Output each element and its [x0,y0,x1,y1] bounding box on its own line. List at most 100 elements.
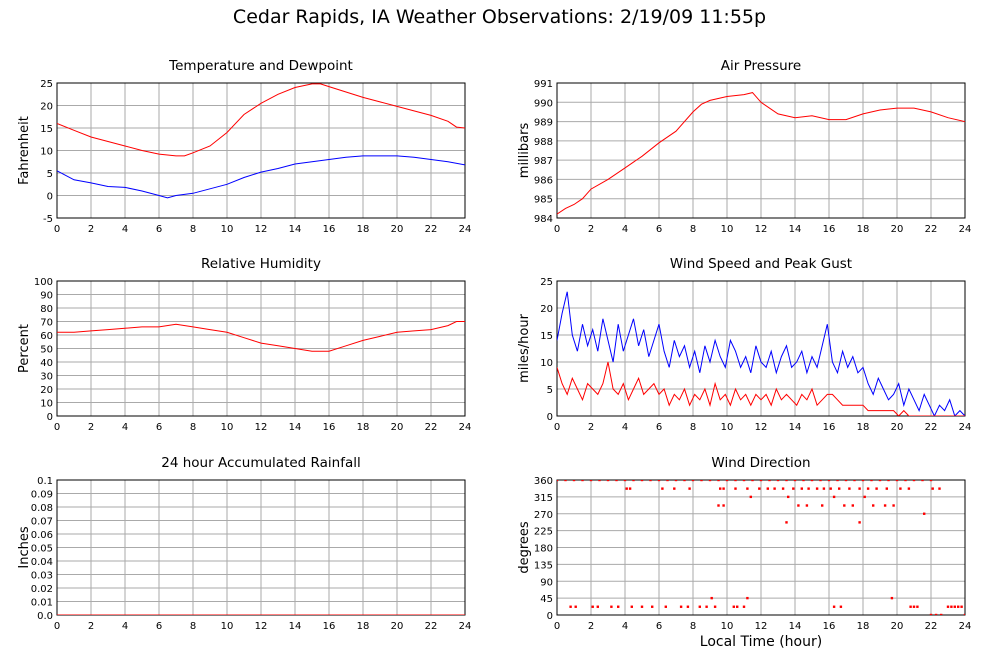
x-tick-label: 12 [255,621,268,632]
plot-frame [556,280,966,417]
x-tick-label: 24 [959,621,972,632]
x-tick-label: 20 [891,422,904,433]
x-tick-label: 6 [656,422,662,433]
y-tick-label: 135 [534,560,553,571]
data-point [875,487,878,490]
y-tick-label: 0.05 [31,544,53,555]
x-tick-label: 24 [959,224,972,235]
data-point [872,504,875,507]
data-point [912,480,916,482]
data-point [557,480,559,482]
y-tick-label: 90 [40,291,53,302]
y-tick-label: 20 [40,385,53,396]
data-point [907,487,911,490]
data-point [870,480,873,482]
data-point [963,613,965,615]
data-point [807,487,810,490]
plot-frame [56,280,466,417]
x-tick-label: 16 [323,422,336,433]
data-point [940,613,943,615]
data-point [929,613,933,615]
x-tick-label: 0 [54,422,60,433]
data-point [909,605,912,608]
data-point [810,480,814,482]
series-line-0 [57,83,465,157]
data-point [710,596,713,600]
series-line-0 [557,291,965,416]
x-tick-label: 6 [156,621,162,632]
data-point [596,605,599,608]
x-tick-label: 22 [425,224,438,235]
data-point [953,605,956,608]
data-point [843,504,846,507]
x-tick-label: 22 [425,422,438,433]
y-axis-label: Fahrenheit [17,116,32,185]
data-point [883,504,887,507]
x-tick-label: 22 [425,621,438,632]
x-tick-label: 6 [156,422,162,433]
x-tick-label: 4 [122,422,128,433]
data-point [632,480,635,482]
series-line-0 [557,92,965,215]
x-tick-label: 12 [755,621,768,632]
y-tick-label: 100 [34,277,53,288]
x-tick-label: 0 [54,224,60,235]
data-point [887,480,890,482]
data-point [651,605,654,608]
y-tick-label: 990 [534,98,553,109]
x-tick-label: 18 [857,224,870,235]
x-tick-label: 10 [721,621,734,632]
data-point [858,521,861,524]
x-tick-label: 12 [255,422,268,433]
data-point [628,487,632,490]
data-point [912,605,916,608]
y-tick-label: 0.0 [37,611,53,622]
data-point [797,504,800,507]
x-tick-label: 8 [190,224,196,235]
x-tick-label: 6 [656,621,662,632]
data-point [844,480,848,482]
x-tick-label: 10 [221,224,234,235]
data-point [688,487,691,490]
data-point [838,487,841,490]
y-tick-label: 0 [47,192,53,203]
data-point [923,512,926,515]
x-tick-label: 2 [588,621,594,632]
data-point [717,480,720,482]
data-point [679,605,683,608]
x-tick-label: 18 [357,422,370,433]
x-tick-label: 14 [789,224,802,235]
y-tick-label: 20 [40,102,53,113]
data-point [946,605,950,608]
data-point [623,480,627,482]
y-tick-label: 180 [534,544,553,555]
data-point [717,504,720,507]
chart-title: 24 hour Accumulated Rainfall [161,455,360,471]
data-point [878,480,882,482]
data-point [661,487,664,490]
y-tick-label: 25 [540,277,553,288]
data-point [674,480,678,482]
data-point [722,487,725,490]
y-tick-label: 10 [40,147,53,158]
x-tick-label: 6 [656,224,662,235]
data-point [736,605,739,608]
y-axis-label: miles/hour [517,313,532,382]
x-tick-label: 10 [721,422,734,433]
data-point [640,480,644,482]
data-point [708,480,712,482]
x-tick-label: 16 [823,224,836,235]
data-point [805,504,809,507]
data-point [630,605,633,608]
chart-temp: 0 2 4 6 8 10 12 14 16 18 20 22 24-50510152025Tempera… [17,58,471,235]
x-tick-label: 12 [755,422,768,433]
y-tick-label: 10 [540,358,553,369]
x-tick-label: 4 [622,422,628,433]
y-tick-label: 15 [540,331,553,342]
data-point [664,605,667,608]
data-point [793,480,797,482]
y-axis-label: Percent [17,324,32,373]
data-point [572,480,576,482]
